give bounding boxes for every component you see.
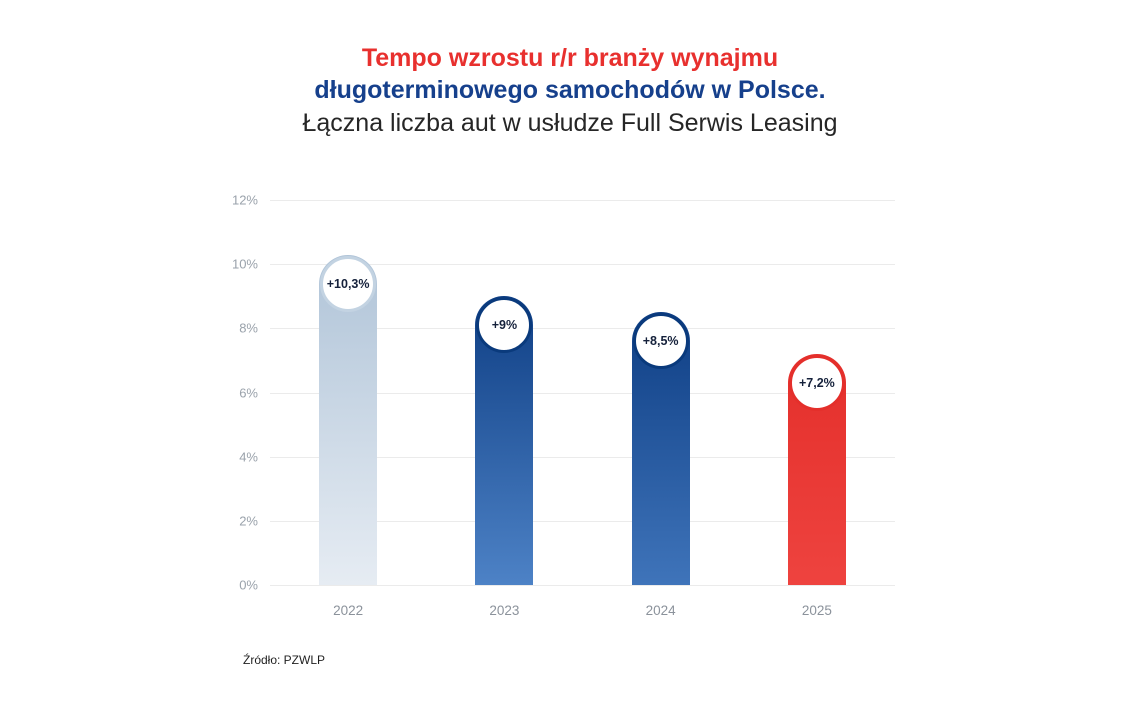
x-axis-label-2024: 2024	[645, 603, 676, 618]
y-axis-tick-label: 0%	[239, 577, 258, 593]
bar-column-2025: +7,2%	[739, 200, 895, 585]
gridline	[270, 328, 895, 330]
x-axis-label-2025: 2025	[801, 603, 832, 618]
value-label-2023: +9%	[491, 318, 518, 333]
bar-2024: +8,5%	[631, 312, 690, 585]
chart-title: Tempo wzrostu r/r branży wynajmu długote…	[0, 42, 1140, 141]
value-label-2022: +10,3%	[326, 276, 370, 291]
bar-column-2024: +8,5%	[583, 200, 739, 585]
source-label: Źródło: PZWLP	[243, 653, 326, 667]
gridline	[270, 456, 895, 458]
value-bubble-2024: +8,5%	[632, 313, 689, 370]
gridline	[270, 585, 895, 586]
value-bubble-2025: +7,2%	[788, 355, 845, 411]
value-bubble-2023: +9%	[476, 297, 533, 354]
bar-2022: +10,3%	[319, 254, 378, 585]
bar-2023: +9%	[475, 296, 534, 585]
title-line-2: długoterminowego samochodów w Polsce.	[314, 76, 826, 104]
title-line-3: Łączna liczba aut w usłudze Full Serwis …	[302, 109, 838, 137]
bar-column-2022: +10,3%	[270, 200, 426, 585]
y-axis-tick-label: 10%	[231, 256, 258, 272]
gridline	[270, 200, 895, 201]
value-bubble-2022: +10,3%	[320, 255, 377, 312]
x-axis-label-2022: 2022	[333, 603, 364, 618]
value-label-2024: +8,5%	[642, 334, 679, 349]
y-axis-tick-label: 12%	[231, 192, 258, 208]
y-axis-tick-label: 8%	[239, 320, 258, 336]
value-label-2025: +7,2%	[798, 376, 835, 390]
gridline	[270, 264, 895, 266]
y-axis-tick-label: 6%	[239, 385, 258, 400]
bar-chart-plot-area: 12% 10% 8% 6% 4% 2% 0% +10,3% 2022 +9% 2023 +8,5% 20…	[232, 193, 895, 618]
y-axis-tick-label: 2%	[239, 513, 258, 529]
gridline	[270, 520, 895, 522]
y-axis-tick-label: 4%	[239, 449, 258, 465]
gridline	[270, 392, 895, 394]
x-axis-label-2023: 2023	[489, 603, 520, 618]
title-line-1: Tempo wzrostu r/r branży wynajmu	[361, 44, 779, 72]
bar-2025: +7,2%	[787, 354, 846, 585]
bar-column-2023: +9%	[426, 200, 582, 585]
